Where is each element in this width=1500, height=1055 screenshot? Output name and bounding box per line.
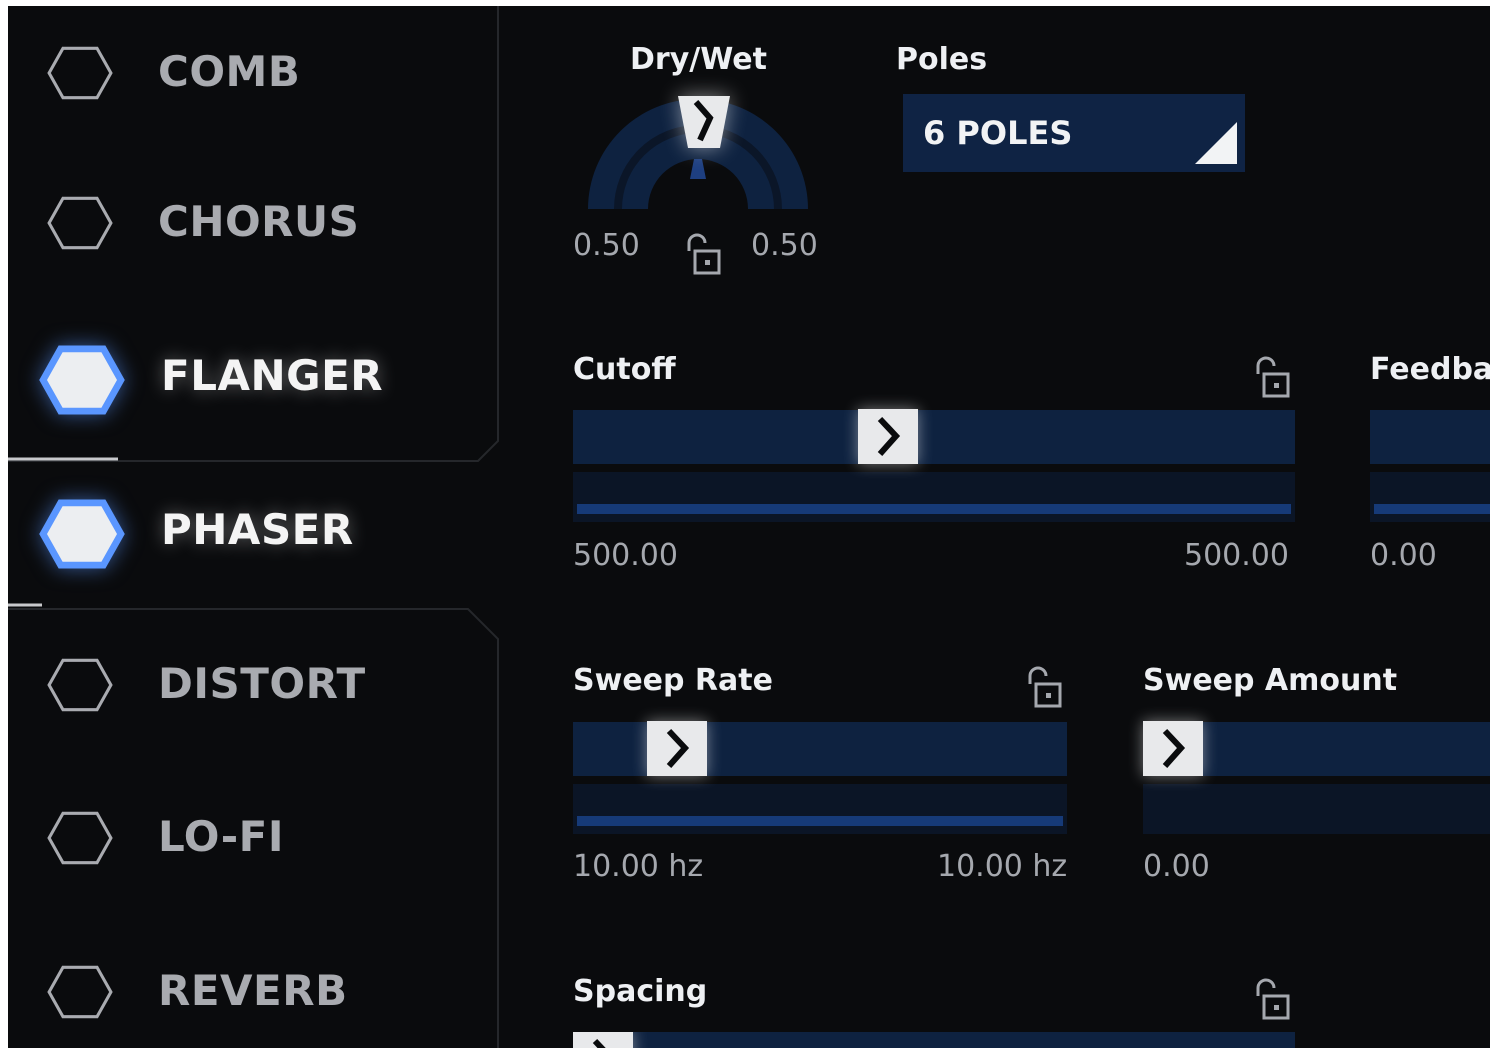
effect-label: FLANGER xyxy=(161,351,384,400)
sweep-amount-thumb[interactable] xyxy=(1143,721,1203,776)
effect-item-distort[interactable]: DISTORT xyxy=(8,624,498,744)
sweep-amount-value-left: 0.00 xyxy=(1143,849,1210,884)
effect-label: COMB xyxy=(158,47,301,96)
parameters-panel: Dry/Wet 0.50 0.50 Poles 6 POLES xyxy=(508,6,1490,1048)
effect-label: PHASER xyxy=(161,505,354,554)
spacing-thumb[interactable] xyxy=(573,1032,633,1048)
feedback-value-left: 0.00 xyxy=(1370,538,1437,573)
sweep-rate-modulation-line xyxy=(577,816,1063,826)
cutoff-thumb[interactable] xyxy=(858,409,918,464)
triangle-corner-icon xyxy=(1195,122,1237,164)
effect-label: LO-FI xyxy=(158,812,284,861)
cutoff-label: Cutoff xyxy=(573,352,676,387)
effect-item-comb[interactable]: COMB xyxy=(8,12,498,132)
sweep-rate-modulation-area xyxy=(573,784,1067,834)
chevron-right-icon xyxy=(1162,728,1186,768)
chevron-right-icon xyxy=(678,96,730,148)
sweep-rate-thumb[interactable] xyxy=(647,721,707,776)
unlock-icon[interactable] xyxy=(1022,664,1066,708)
feedback-modulation-area xyxy=(1370,472,1490,522)
sweep-rate-slider[interactable] xyxy=(573,721,1067,836)
cutoff-slider[interactable] xyxy=(573,409,1295,524)
effect-item-flanger[interactable]: FLANGER xyxy=(8,316,498,436)
feedback-slider[interactable] xyxy=(1370,410,1490,524)
hexagon-icon[interactable] xyxy=(46,195,114,251)
effect-label: CHORUS xyxy=(158,197,360,246)
sweep-amount-modulation-area xyxy=(1143,784,1490,834)
poles-label: Poles xyxy=(896,42,988,77)
effect-label: REVERB xyxy=(158,966,348,1015)
chevron-right-icon xyxy=(666,728,690,768)
poles-selected: 6 POLES xyxy=(923,114,1073,152)
effects-sidebar: COMB CHORUS FLANGER PHASER DISTORT LO-FI REVER… xyxy=(8,6,508,1048)
spacing-track[interactable] xyxy=(573,1032,1295,1048)
feedback-label: Feedbac xyxy=(1370,352,1490,387)
feedback-modulation-line xyxy=(1374,504,1490,514)
drywet-value-left: 0.50 xyxy=(573,228,640,263)
chevron-right-icon xyxy=(877,416,901,456)
cutoff-modulation-line xyxy=(577,504,1291,514)
effect-item-reverb[interactable]: REVERB xyxy=(8,931,498,1048)
effect-item-lo-fi[interactable]: LO-FI xyxy=(8,777,498,897)
spacing-label: Spacing xyxy=(573,974,708,1009)
hexagon-icon[interactable] xyxy=(46,810,114,866)
sidebar-outline xyxy=(8,6,499,1048)
cutoff-modulation-area xyxy=(573,472,1295,522)
hexagon-icon[interactable] xyxy=(38,499,126,569)
effect-label: DISTORT xyxy=(158,659,366,708)
chevron-right-icon xyxy=(592,1038,606,1048)
hexagon-icon[interactable] xyxy=(46,964,114,1020)
drywet-label: Dry/Wet xyxy=(630,42,767,77)
drywet-value-right: 0.50 xyxy=(751,228,818,263)
sweep-rate-label: Sweep Rate xyxy=(573,663,773,698)
poles-dropdown[interactable]: 6 POLES xyxy=(903,94,1245,172)
drywet-thumb[interactable] xyxy=(676,94,732,150)
hexagon-icon[interactable] xyxy=(46,657,114,713)
hexagon-icon[interactable] xyxy=(38,345,126,415)
sweep-amount-label: Sweep Amount xyxy=(1143,663,1398,698)
sweep-rate-value-left: 10.00 hz xyxy=(573,849,704,884)
cutoff-track[interactable] xyxy=(573,410,1295,464)
unlock-icon[interactable] xyxy=(1250,976,1294,1020)
unlock-icon[interactable] xyxy=(1250,354,1294,398)
feedback-track[interactable] xyxy=(1370,410,1490,464)
unlock-icon[interactable] xyxy=(681,231,725,275)
cutoff-value-right: 500.00 xyxy=(1184,538,1289,573)
spacing-slider[interactable] xyxy=(573,1032,1295,1048)
flanger-phaser-panel: COMB CHORUS FLANGER PHASER DISTORT LO-FI REVER… xyxy=(8,6,1490,1048)
hexagon-icon[interactable] xyxy=(46,45,114,101)
effect-item-phaser[interactable]: PHASER xyxy=(8,470,498,590)
sweep-amount-slider[interactable] xyxy=(1143,721,1490,836)
effect-item-chorus[interactable]: CHORUS xyxy=(8,162,498,282)
sweep-rate-value-right: 10.00 hz xyxy=(937,849,1068,884)
cutoff-value-left: 500.00 xyxy=(573,538,678,573)
